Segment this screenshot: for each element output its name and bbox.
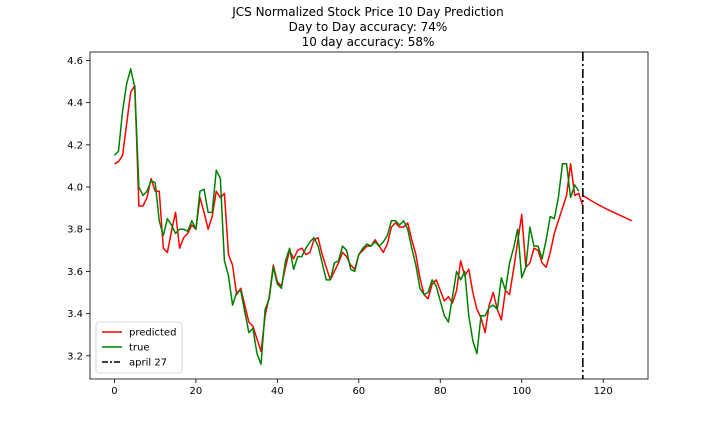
y-tick-label: 3.4	[67, 309, 83, 320]
x-tick-label: 120	[594, 386, 613, 397]
series-line-predicted	[114, 85, 584, 353]
legend-label: true	[129, 343, 150, 354]
y-tick-label: 3.6	[67, 267, 83, 278]
x-tick-label: 100	[512, 386, 531, 397]
x-tick-label: 0	[111, 386, 117, 397]
y-tick-label: 4.0	[67, 183, 83, 194]
chart-title: JCS Normalized Stock Price 10 Day Predic…	[231, 5, 504, 19]
y-tick-label: 4.2	[67, 140, 83, 151]
chart-subtitle-line-2: 10 day accuracy: 58%	[302, 35, 435, 49]
chart-subtitle-line-1: Day to Day accuracy: 74%	[289, 20, 448, 34]
legend-box	[95, 321, 183, 374]
y-axis: 3.2 3.4 3.6 3.8 4.0 4.2 4.4 4.6	[67, 56, 90, 362]
x-tick-label: 20	[190, 386, 203, 397]
y-tick-label: 4.4	[67, 98, 83, 109]
plot-frame	[89, 51, 649, 380]
legend: predicted true april 27	[95, 321, 183, 374]
x-tick-label: 80	[434, 386, 447, 397]
x-tick-label: 40	[271, 386, 284, 397]
y-tick-label: 4.6	[67, 56, 83, 67]
x-axis: 0 20 40 60 80 100 120	[111, 379, 613, 397]
legend-label: april 27	[129, 358, 167, 369]
y-tick-label: 3.8	[67, 225, 83, 236]
plot-area	[113, 52, 633, 379]
y-tick-label: 3.2	[67, 351, 83, 362]
legend-label: predicted	[129, 328, 176, 339]
series-forecast-predicted	[582, 194, 633, 222]
x-tick-label: 60	[352, 386, 365, 397]
series-line-true	[113, 68, 580, 365]
